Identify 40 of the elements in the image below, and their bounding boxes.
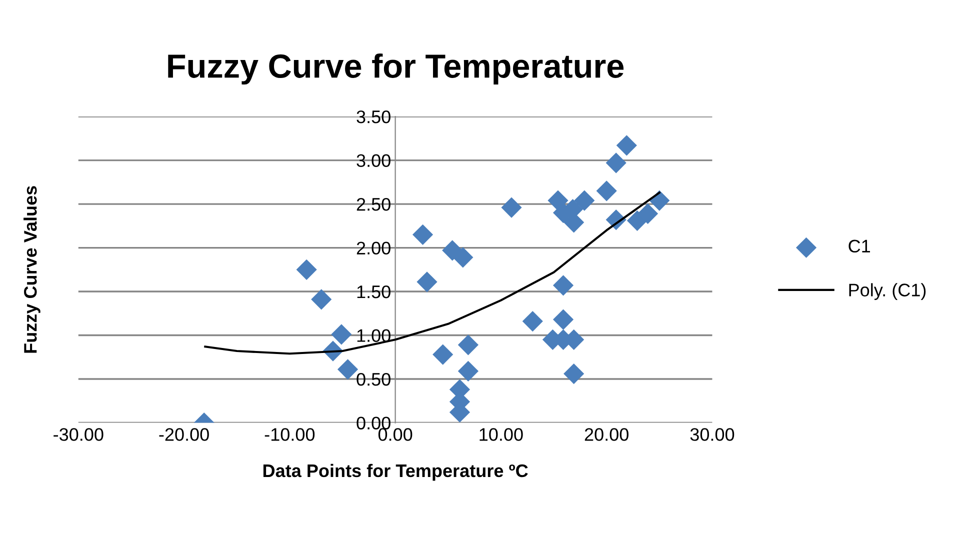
point [606, 152, 626, 174]
point [432, 344, 454, 365]
point [501, 197, 522, 218]
y-tick-label: 0.00 [356, 416, 390, 430]
x-tick-label: 0.00 [378, 428, 412, 441]
legend-label: Poly. (C1) [849, 283, 926, 300]
y-tick-label: 1.00 [357, 329, 390, 342]
point [331, 324, 352, 345]
x-tick-label: -20.00 [159, 428, 209, 441]
point [637, 203, 658, 224]
x-tick-label: 20.00 [584, 428, 628, 441]
point [458, 360, 478, 382]
y-tick-label: 1.50 [357, 285, 390, 298]
legend-label: C1 [848, 240, 870, 253]
point [311, 289, 332, 310]
point [337, 359, 358, 380]
x-axis-title: Data Points for Temperature ºC [263, 464, 528, 481]
y-tick-label: 3.50 [356, 110, 390, 124]
y-tick-label: 2.50 [356, 198, 390, 211]
point [416, 272, 438, 292]
point [458, 334, 478, 356]
point [522, 310, 543, 332]
point [412, 224, 434, 245]
point [552, 275, 574, 296]
point [596, 180, 617, 202]
point [574, 190, 595, 211]
x-tick-label: -10.00 [264, 428, 315, 441]
y-tick-label: 2.00 [356, 242, 390, 254]
chart-title: Fuzzy Curve for Temperature [168, 53, 624, 85]
y-tick-label: 0.50 [356, 372, 390, 386]
y-axis-title: Fuzzy Curve Values [24, 186, 40, 353]
x-tick-label: 30.00 [690, 428, 734, 441]
point [616, 135, 637, 156]
point [296, 259, 317, 280]
point [552, 309, 574, 330]
x-tick-label: 10.00 [480, 428, 523, 441]
point [452, 247, 474, 268]
y-tick-label: 3.00 [356, 154, 390, 167]
x-tick-label: -30.00 [54, 428, 104, 441]
point [564, 363, 584, 384]
